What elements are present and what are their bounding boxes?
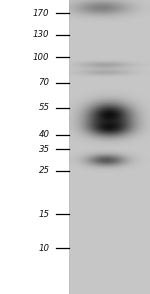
Text: 35: 35 [39, 145, 50, 154]
Text: 40: 40 [39, 130, 50, 139]
Text: 100: 100 [33, 53, 50, 62]
Text: 15: 15 [39, 210, 50, 218]
Text: 10: 10 [39, 244, 50, 253]
Text: 55: 55 [39, 103, 50, 112]
Text: 25: 25 [39, 166, 50, 175]
Text: 130: 130 [33, 30, 50, 39]
Text: 170: 170 [33, 9, 50, 18]
Text: 70: 70 [39, 78, 50, 87]
